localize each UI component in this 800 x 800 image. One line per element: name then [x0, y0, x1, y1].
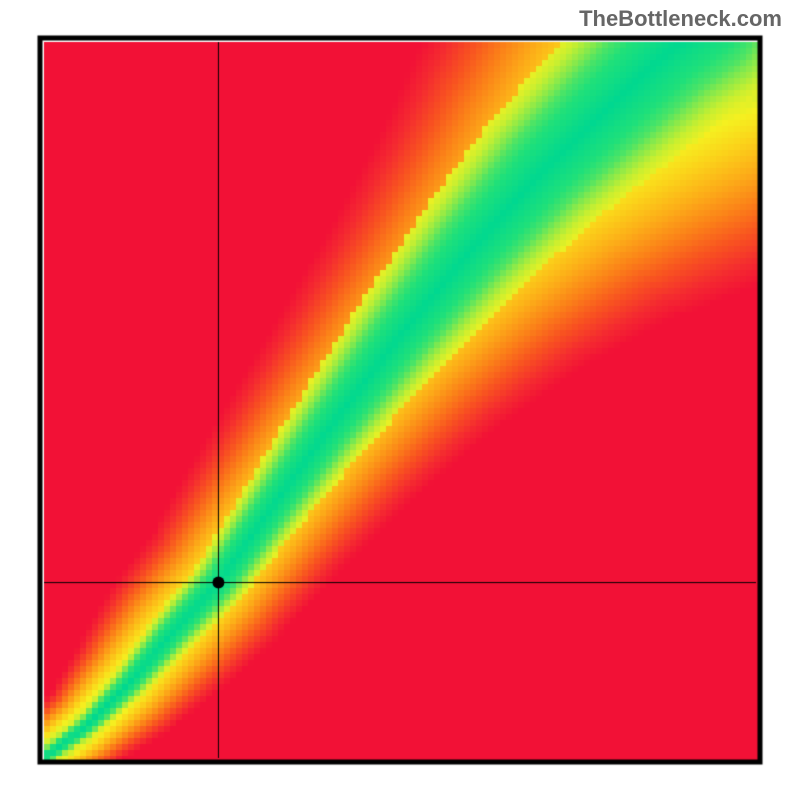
watermark-label: TheBottleneck.com — [579, 6, 782, 32]
bottleneck-heatmap — [0, 0, 800, 800]
chart-container: TheBottleneck.com — [0, 0, 800, 800]
